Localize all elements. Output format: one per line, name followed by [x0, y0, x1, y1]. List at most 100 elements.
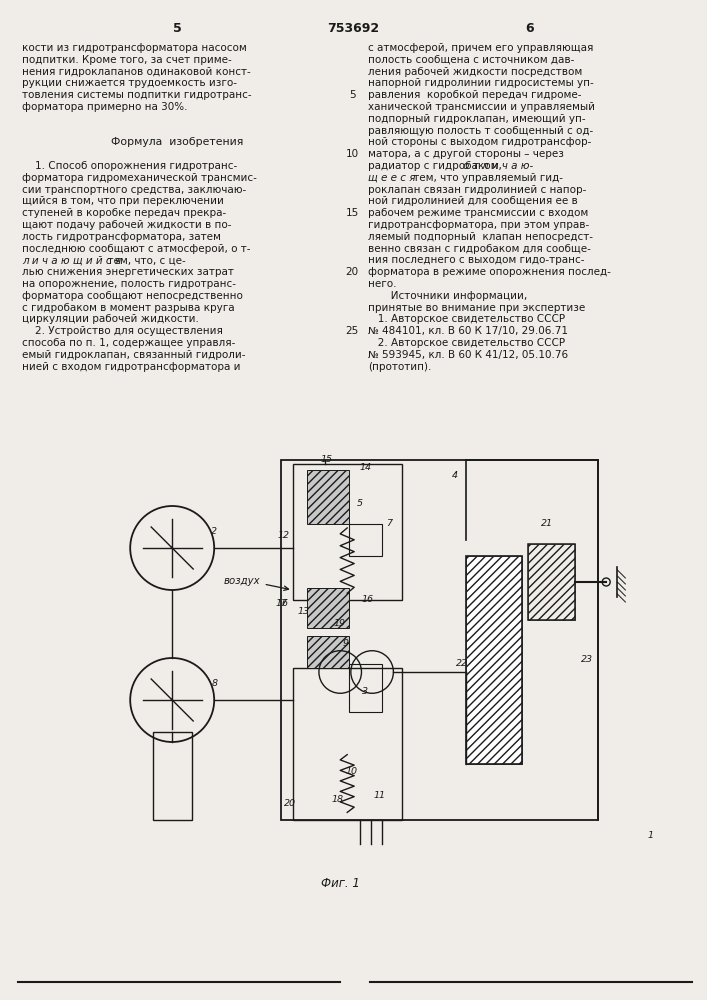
Text: тем, что управляемый гид-: тем, что управляемый гид-	[409, 173, 563, 183]
Text: последнюю сообщают с атмосферой, о т-: последнюю сообщают с атмосферой, о т-	[22, 244, 250, 254]
Text: 2. Авторское свидетельство СССР: 2. Авторское свидетельство СССР	[368, 338, 565, 348]
Text: гидротрансформатора, при этом управ-: гидротрансформатора, при этом управ-	[368, 220, 589, 230]
Text: матора, а с другой стороны – через: матора, а с другой стороны – через	[368, 149, 564, 159]
Bar	[528, 544, 575, 620]
Text: подпитки. Кроме того, за счет приме-: подпитки. Кроме того, за счет приме-	[22, 55, 232, 65]
Text: 17: 17	[276, 599, 288, 608]
Text: ступеней в коробке передач прекра-: ступеней в коробке передач прекра-	[22, 208, 226, 218]
Text: ной гидролинией для сообщения ее в: ной гидролинией для сообщения ее в	[368, 196, 578, 206]
Text: 1. Способ опорожнения гидротранс-: 1. Способ опорожнения гидротранс-	[22, 161, 238, 171]
Text: лью снижения энергетических затрат: лью снижения энергетических затрат	[22, 267, 234, 277]
Text: 23: 23	[580, 656, 592, 664]
Text: форматора примерно на 30%.: форматора примерно на 30%.	[22, 102, 187, 112]
Text: Фиг. 1: Фиг. 1	[321, 877, 360, 890]
Text: принятые во внимание при экспертизе: принятые во внимание при экспертизе	[368, 303, 585, 313]
Text: ния последнего с выходом гидо-транс-: ния последнего с выходом гидо-транс-	[368, 255, 585, 265]
Text: 21: 21	[542, 520, 554, 528]
Text: 7: 7	[387, 520, 392, 528]
Text: 4: 4	[452, 472, 458, 481]
Text: 1. Авторское свидетельство СССР: 1. Авторское свидетельство СССР	[368, 314, 565, 324]
Text: 10: 10	[346, 149, 358, 159]
Text: 8: 8	[211, 680, 217, 688]
Text: 2. Устройство для осуществления: 2. Устройство для осуществления	[22, 326, 223, 336]
Text: лость гидротрансформатора, затем: лость гидротрансформатора, затем	[22, 232, 221, 242]
Text: ханической трансмиссии и управляемый: ханической трансмиссии и управляемый	[368, 102, 595, 112]
Text: форматора в режиме опорожнения послед-: форматора в режиме опорожнения послед-	[368, 267, 611, 277]
Text: № 484101, кл. В 60 К 17/10, 29.06.71: № 484101, кл. В 60 К 17/10, 29.06.71	[368, 326, 568, 336]
Bar	[307, 636, 349, 668]
Text: 16: 16	[361, 595, 373, 604]
Text: напорной гидролинии гидросистемы уп-: напорной гидролинии гидросистемы уп-	[368, 78, 594, 88]
Text: емый гидроклапан, связанный гидроли-: емый гидроклапан, связанный гидроли-	[22, 350, 245, 360]
Bar	[466, 556, 522, 764]
Text: равляющую полость т сообщенный с од-: равляющую полость т сообщенный с од-	[368, 126, 593, 136]
Text: 20: 20	[284, 800, 296, 808]
Bar	[466, 556, 522, 764]
Text: подпорный гидроклапан, имеющий уп-: подпорный гидроклапан, имеющий уп-	[368, 114, 585, 124]
Bar	[349, 524, 382, 556]
Text: воздух: воздух	[223, 576, 260, 586]
Text: нией с входом гидротрансформатора и: нией с входом гидротрансформатора и	[22, 362, 240, 372]
Text: с гидробаком в момент разрыва круга: с гидробаком в момент разрыва круга	[22, 303, 235, 313]
Text: способа по п. 1, содержащее управля-: способа по п. 1, содержащее управля-	[22, 338, 235, 348]
Text: тем, что, с це-: тем, что, с це-	[101, 255, 186, 265]
Text: роклапан связан гидролинией с напор-: роклапан связан гидролинией с напор-	[368, 185, 586, 195]
Text: рукции снижается трудоемкость изго-: рукции снижается трудоемкость изго-	[22, 78, 237, 88]
Text: Источники информации,: Источники информации,	[368, 291, 527, 301]
Text: 5: 5	[349, 90, 356, 100]
Text: 753692: 753692	[327, 22, 379, 35]
Text: 1: 1	[648, 832, 654, 840]
Text: щают подачу рабочей жидкости в по-: щают подачу рабочей жидкости в по-	[22, 220, 231, 230]
Text: товления системы подпитки гидротранс-: товления системы подпитки гидротранс-	[22, 90, 252, 100]
Text: кости из гидротрансформатора насосом: кости из гидротрансформатора насосом	[22, 43, 247, 53]
Text: ления рабочей жидкости посредством: ления рабочей жидкости посредством	[368, 67, 583, 77]
Text: 15: 15	[320, 456, 332, 464]
Text: 3: 3	[363, 688, 368, 696]
Bar	[528, 544, 575, 620]
Text: 6: 6	[526, 22, 534, 35]
Text: 25: 25	[346, 326, 358, 336]
Text: сии транспортного средства, заключаю-: сии транспортного средства, заключаю-	[22, 185, 246, 195]
Text: циркуляции рабочей жидкости.: циркуляции рабочей жидкости.	[22, 314, 199, 324]
Bar	[281, 460, 598, 820]
Bar	[307, 470, 349, 524]
Text: равления  коробкой передач гидроме-: равления коробкой передач гидроме-	[368, 90, 581, 100]
Text: на опорожнение, полость гидротранс-: на опорожнение, полость гидротранс-	[22, 279, 236, 289]
Text: 2: 2	[211, 528, 217, 536]
Text: Формула  изобретения: Формула изобретения	[111, 137, 243, 147]
Bar	[293, 668, 402, 820]
Text: 6: 6	[281, 599, 287, 608]
Text: него.: него.	[368, 279, 397, 289]
Text: рабочем режиме трансмиссии с входом: рабочем режиме трансмиссии с входом	[368, 208, 588, 218]
Text: 5: 5	[173, 22, 182, 35]
Bar	[293, 464, 402, 600]
Text: 11: 11	[373, 792, 385, 800]
Text: 10: 10	[346, 768, 358, 776]
Text: л и ч а ю щ и й с я: л и ч а ю щ и й с я	[22, 255, 121, 265]
Text: с атмосферой, причем его управляющая: с атмосферой, причем его управляющая	[368, 43, 593, 53]
Text: о т л и ч а ю-: о т л и ч а ю-	[464, 161, 534, 171]
Text: 9: 9	[343, 640, 349, 648]
Text: 19: 19	[333, 619, 345, 629]
Bar	[349, 664, 382, 712]
Text: форматора гидромеханической трансмис-: форматора гидромеханической трансмис-	[22, 173, 257, 183]
Text: ной стороны с выходом гидротрансфор-: ной стороны с выходом гидротрансфор-	[368, 137, 591, 147]
Text: радиатор с гидробаком,: радиатор с гидробаком,	[368, 161, 505, 171]
Text: 22: 22	[456, 660, 468, 668]
Bar	[153, 732, 192, 820]
Text: № 593945, кл. В 60 К 41/12, 05.10.76: № 593945, кл. В 60 К 41/12, 05.10.76	[368, 350, 568, 360]
Text: венно связан с гидробаком для сообще-: венно связан с гидробаком для сообще-	[368, 244, 591, 254]
Text: 13: 13	[298, 607, 310, 616]
Text: щ е е с я: щ е е с я	[368, 173, 419, 183]
Text: 12: 12	[277, 532, 289, 540]
Text: (прототип).: (прототип).	[368, 362, 431, 372]
Text: 14: 14	[359, 464, 371, 473]
Text: нения гидроклапанов одинаковой конст-: нения гидроклапанов одинаковой конст-	[22, 67, 251, 77]
Text: 5: 5	[357, 499, 363, 508]
Text: полость сообщена с источником дав-: полость сообщена с источником дав-	[368, 55, 574, 65]
Text: щийся в том, что при переключении: щийся в том, что при переключении	[22, 196, 224, 206]
Text: 18: 18	[332, 796, 344, 804]
Text: ляемый подпорный  клапан непосредст-: ляемый подпорный клапан непосредст-	[368, 232, 593, 242]
Bar	[307, 588, 349, 628]
Text: форматора сообщают непосредственно: форматора сообщают непосредственно	[22, 291, 243, 301]
